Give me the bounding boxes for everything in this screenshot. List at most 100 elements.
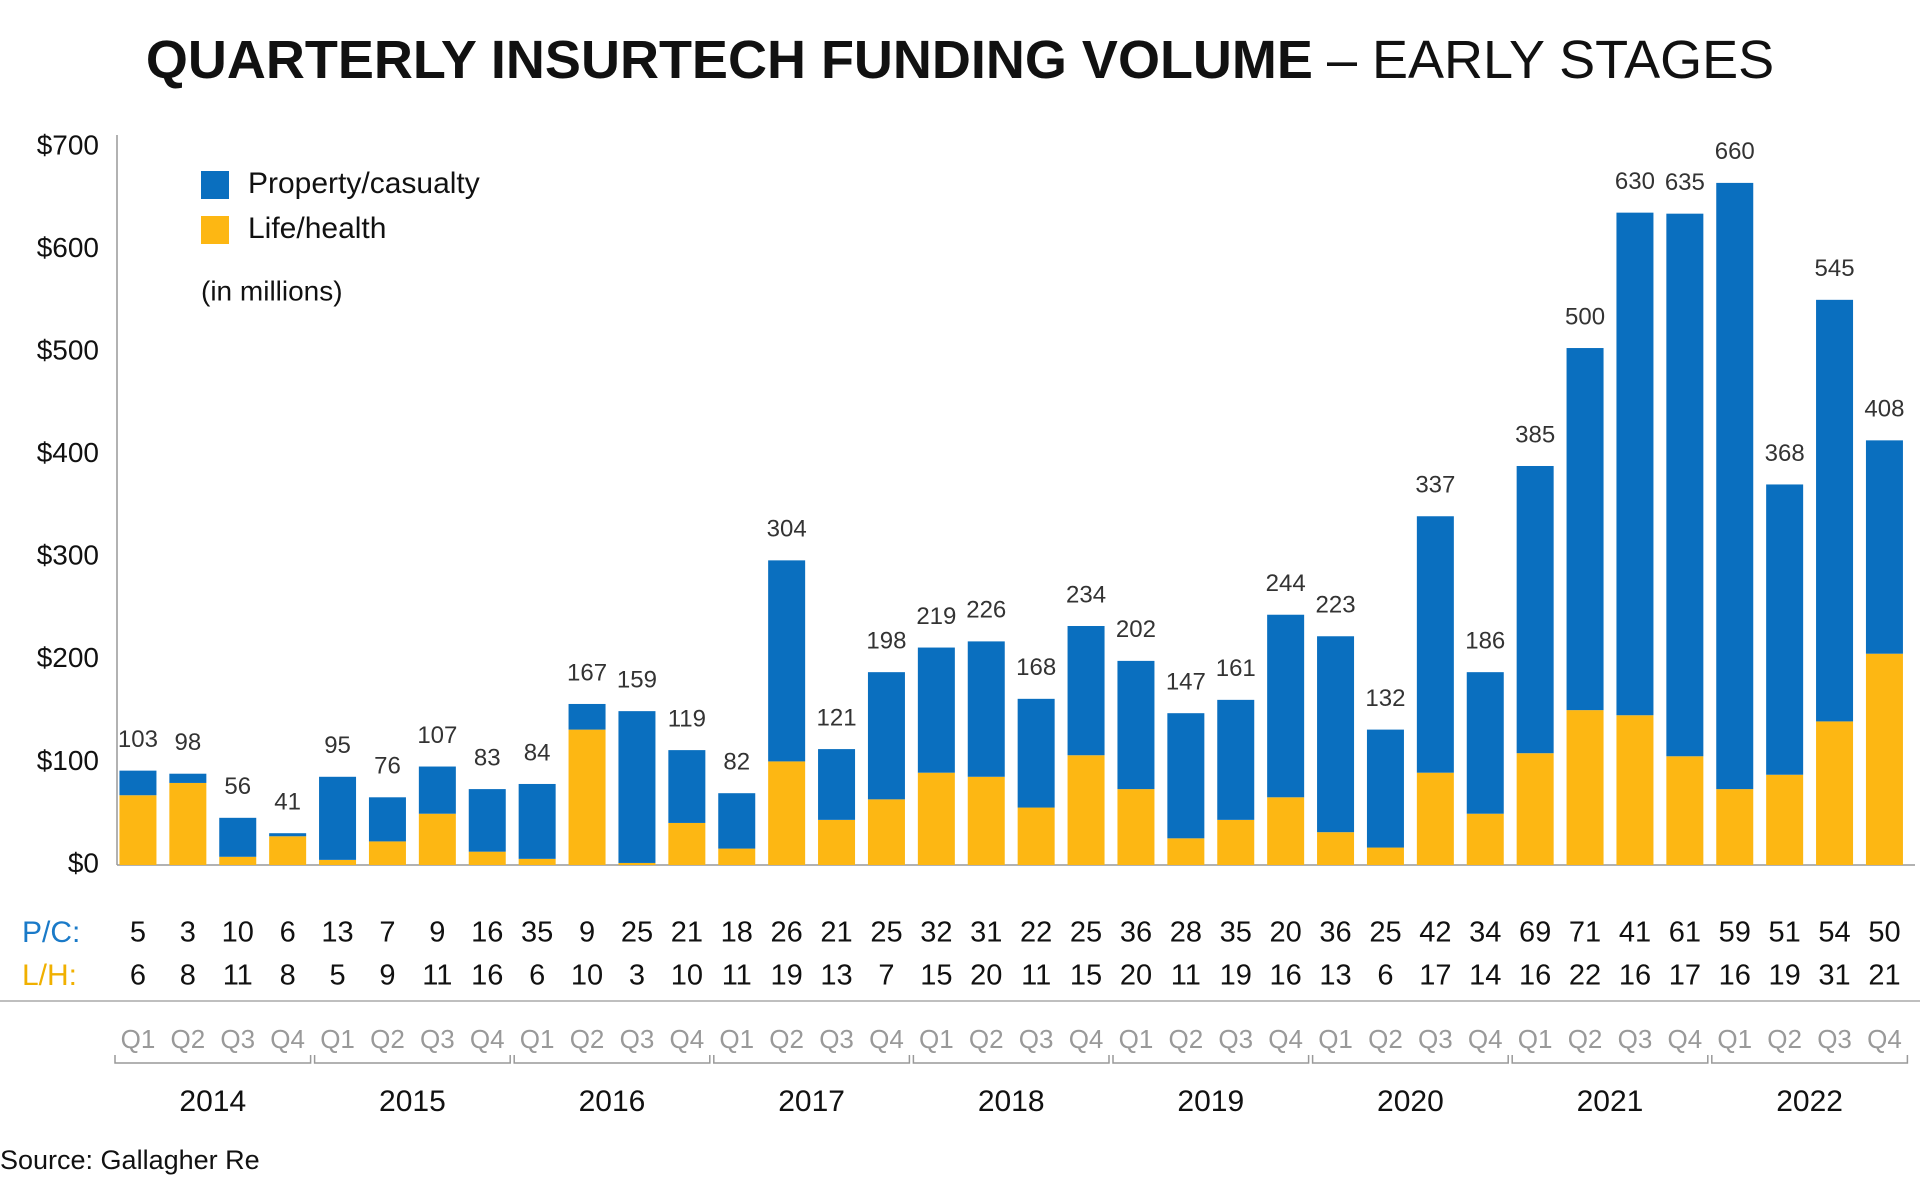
- bar-segment: [917, 647, 955, 773]
- count-value: 50: [1868, 917, 1900, 949]
- x-tick-label: Q4: [1268, 1024, 1303, 1054]
- total-label: 132: [1365, 685, 1405, 712]
- count-value: 71: [1569, 917, 1601, 949]
- bar-segment: [1366, 729, 1404, 848]
- bar-segment: [219, 856, 257, 865]
- total-label: 56: [224, 773, 251, 800]
- bar-segment: [1616, 715, 1654, 865]
- count-value: 10: [222, 917, 254, 949]
- x-tick-label: Q3: [1618, 1024, 1653, 1054]
- bar-segment: [1067, 626, 1105, 756]
- year-bracket: [114, 1055, 312, 1064]
- count-value: 15: [1070, 960, 1102, 992]
- bar-segment: [718, 848, 756, 865]
- total-label: 168: [1016, 654, 1056, 681]
- count-value: 54: [1818, 917, 1850, 949]
- bar-segment: [1217, 699, 1255, 820]
- bar-segment: [219, 817, 257, 857]
- bar-segment: [1466, 672, 1504, 814]
- x-tick-label: Q1: [520, 1024, 555, 1054]
- x-tick-label: Q3: [819, 1024, 854, 1054]
- x-tick-label: Q2: [570, 1024, 605, 1054]
- count-value: 8: [280, 960, 296, 992]
- bar-segment: [768, 761, 806, 865]
- year-label: 2017: [778, 1085, 845, 1118]
- bar-segment: [1566, 710, 1604, 865]
- bar-segment: [319, 776, 357, 860]
- count-row-label: L/H:: [22, 959, 77, 992]
- x-tick-label: Q2: [171, 1024, 206, 1054]
- total-label: 95: [324, 732, 351, 759]
- count-value: 25: [1369, 917, 1401, 949]
- count-value: 16: [471, 960, 503, 992]
- bar-segment: [1067, 755, 1105, 865]
- bar-segment: [618, 862, 656, 865]
- bar-segment: [1516, 465, 1554, 754]
- x-tick-label: Q3: [1218, 1024, 1253, 1054]
- x-tick-label: Q2: [1368, 1024, 1403, 1054]
- bar-segment: [1716, 789, 1754, 865]
- bar-segment: [867, 672, 905, 800]
- bar-segment: [269, 836, 307, 865]
- count-value: 16: [1270, 960, 1302, 992]
- year-label: 2016: [579, 1085, 646, 1118]
- total-label: 226: [966, 597, 1006, 624]
- count-value: 31: [970, 917, 1002, 949]
- y-tick-label: $0: [68, 847, 99, 878]
- bar-segment: [668, 750, 706, 823]
- total-label: 202: [1116, 616, 1156, 643]
- count-value: 21: [671, 917, 703, 949]
- total-label: 121: [817, 704, 857, 731]
- bar-segment: [468, 851, 506, 865]
- annotation: (in millions): [201, 275, 343, 306]
- bar-segment: [568, 703, 606, 730]
- x-tick-label: Q3: [420, 1024, 455, 1054]
- count-value: 13: [321, 917, 353, 949]
- year-label: 2019: [1177, 1085, 1244, 1118]
- count-value: 17: [1669, 960, 1701, 992]
- x-tick-label: Q1: [121, 1024, 156, 1054]
- bar-segment: [169, 782, 207, 865]
- bar-segment: [368, 797, 406, 842]
- legend-label: Property/casualty: [248, 167, 480, 200]
- bar-segment: [1616, 212, 1654, 716]
- x-tick-label: Q3: [620, 1024, 655, 1054]
- count-value: 41: [1619, 917, 1651, 949]
- count-value: 28: [1170, 917, 1202, 949]
- count-value: 22: [1569, 960, 1601, 992]
- year-label: 2022: [1776, 1085, 1843, 1118]
- bar-segment: [1267, 614, 1305, 798]
- y-tick-label: $500: [37, 335, 99, 366]
- count-value: 10: [671, 960, 703, 992]
- count-value: 14: [1469, 960, 1501, 992]
- bar-segment: [718, 793, 756, 849]
- bar-segment: [1466, 813, 1504, 865]
- source: Source: Gallagher Re: [0, 1145, 260, 1175]
- year-label: 2018: [978, 1085, 1045, 1118]
- y-tick-label: $300: [37, 540, 99, 571]
- total-label: 186: [1465, 628, 1505, 655]
- bar-segment: [867, 799, 905, 865]
- year-bracket: [1711, 1055, 1909, 1064]
- count-value: 25: [1070, 917, 1102, 949]
- total-label: 103: [118, 726, 158, 753]
- total-label: 408: [1864, 396, 1904, 423]
- count-value: 16: [1519, 960, 1551, 992]
- bar-segment: [1416, 516, 1454, 773]
- count-value: 59: [1719, 917, 1751, 949]
- bar-segment: [169, 773, 207, 783]
- x-tick-label: Q1: [1318, 1024, 1353, 1054]
- bar-segment: [269, 833, 307, 837]
- bar-segment: [1666, 213, 1704, 757]
- x-tick-label: Q2: [1169, 1024, 1204, 1054]
- count-value: 42: [1419, 917, 1451, 949]
- bar-segment: [518, 783, 556, 859]
- x-tick-label: Q1: [1518, 1024, 1553, 1054]
- year-bracket: [912, 1055, 1110, 1064]
- count-value: 8: [180, 960, 196, 992]
- count-value: 13: [820, 960, 852, 992]
- x-tick-label: Q4: [1668, 1024, 1703, 1054]
- x-tick-label: Q2: [969, 1024, 1004, 1054]
- x-tick-label: Q3: [220, 1024, 255, 1054]
- total-label: 82: [723, 749, 750, 776]
